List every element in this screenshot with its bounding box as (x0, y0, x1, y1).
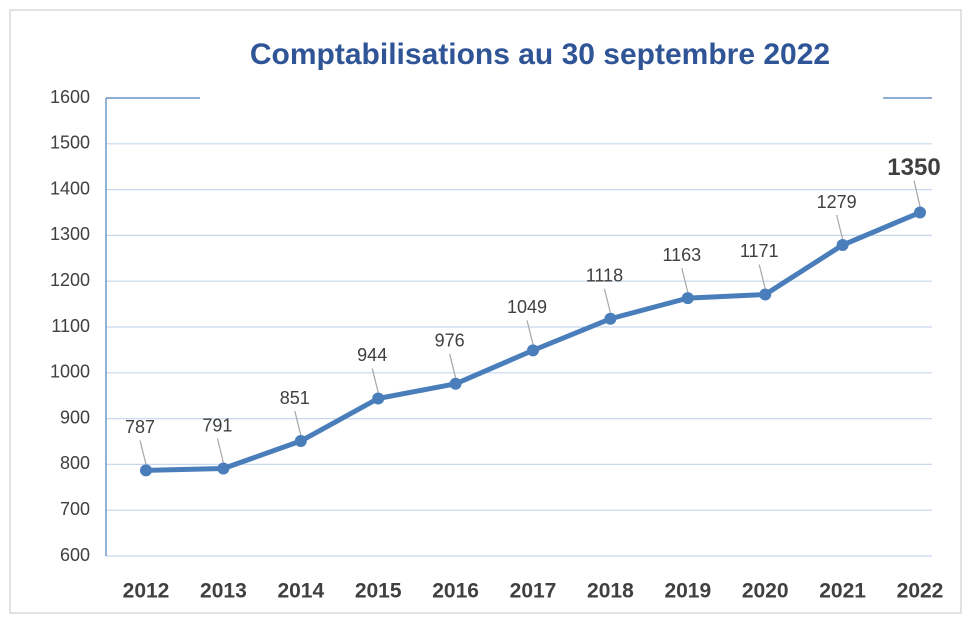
x-tick-label: 2019 (664, 580, 711, 603)
y-tick-label: 1100 (51, 316, 90, 336)
leader-line (836, 214, 844, 240)
leader-line (681, 268, 689, 293)
marker (140, 464, 152, 477)
y-tick-label: 600 (60, 545, 90, 565)
leader-line (526, 320, 534, 345)
y-tick-label: 1300 (50, 224, 90, 244)
x-tick-label: 2018 (587, 580, 634, 603)
x-tick-label: 2021 (819, 580, 866, 603)
y-tick-label: 1200 (50, 270, 90, 290)
data-label: 1118 (586, 266, 623, 286)
y-tick-label: 1600 (50, 87, 90, 107)
leader-line (371, 368, 379, 393)
y-tick-label: 700 (60, 499, 90, 519)
y-tick-label: 900 (60, 407, 90, 427)
data-label: 1350 (887, 154, 940, 181)
marker (759, 288, 772, 301)
x-tick-label: 2013 (200, 580, 247, 603)
marker (449, 377, 462, 390)
leader-line (139, 440, 147, 465)
leader-line (216, 438, 224, 463)
data-label: 1171 (740, 241, 779, 261)
leader-line (603, 288, 611, 313)
y-tick-label: 1000 (50, 362, 90, 382)
x-tick-label: 2015 (355, 580, 402, 603)
marker (604, 312, 617, 325)
leader-line (294, 410, 302, 436)
data-label: 1279 (817, 192, 857, 212)
marker (217, 462, 230, 475)
y-tick-label: 800 (60, 453, 90, 473)
marker (836, 239, 849, 252)
leader-line (758, 264, 766, 289)
y-tick-label: 1500 (50, 133, 90, 153)
data-label: 851 (280, 388, 310, 408)
marker (372, 392, 385, 405)
x-tick-label: 2016 (432, 580, 479, 603)
chart-frame (9, 9, 962, 614)
data-label: 791 (202, 415, 232, 435)
chart-title: Comptabilisations au 30 septembre 2022 (250, 38, 830, 71)
data-label: 1163 (662, 245, 701, 265)
data-label: 787 (125, 417, 155, 437)
marker (527, 344, 539, 357)
leader-line (913, 180, 921, 207)
x-tick-label: 2017 (510, 580, 557, 603)
x-tick-label: 2014 (277, 580, 324, 603)
x-tick-label: 2022 (897, 580, 944, 603)
data-label: 1049 (507, 297, 547, 317)
data-label: 976 (435, 331, 465, 351)
data-label: 944 (357, 345, 387, 365)
leader-line (449, 353, 457, 378)
x-tick-label: 2012 (123, 580, 170, 603)
x-tick-label: 2020 (742, 580, 789, 603)
y-tick-label: 1400 (50, 178, 90, 198)
marker (914, 206, 926, 219)
marker (294, 435, 307, 448)
marker (681, 292, 694, 305)
